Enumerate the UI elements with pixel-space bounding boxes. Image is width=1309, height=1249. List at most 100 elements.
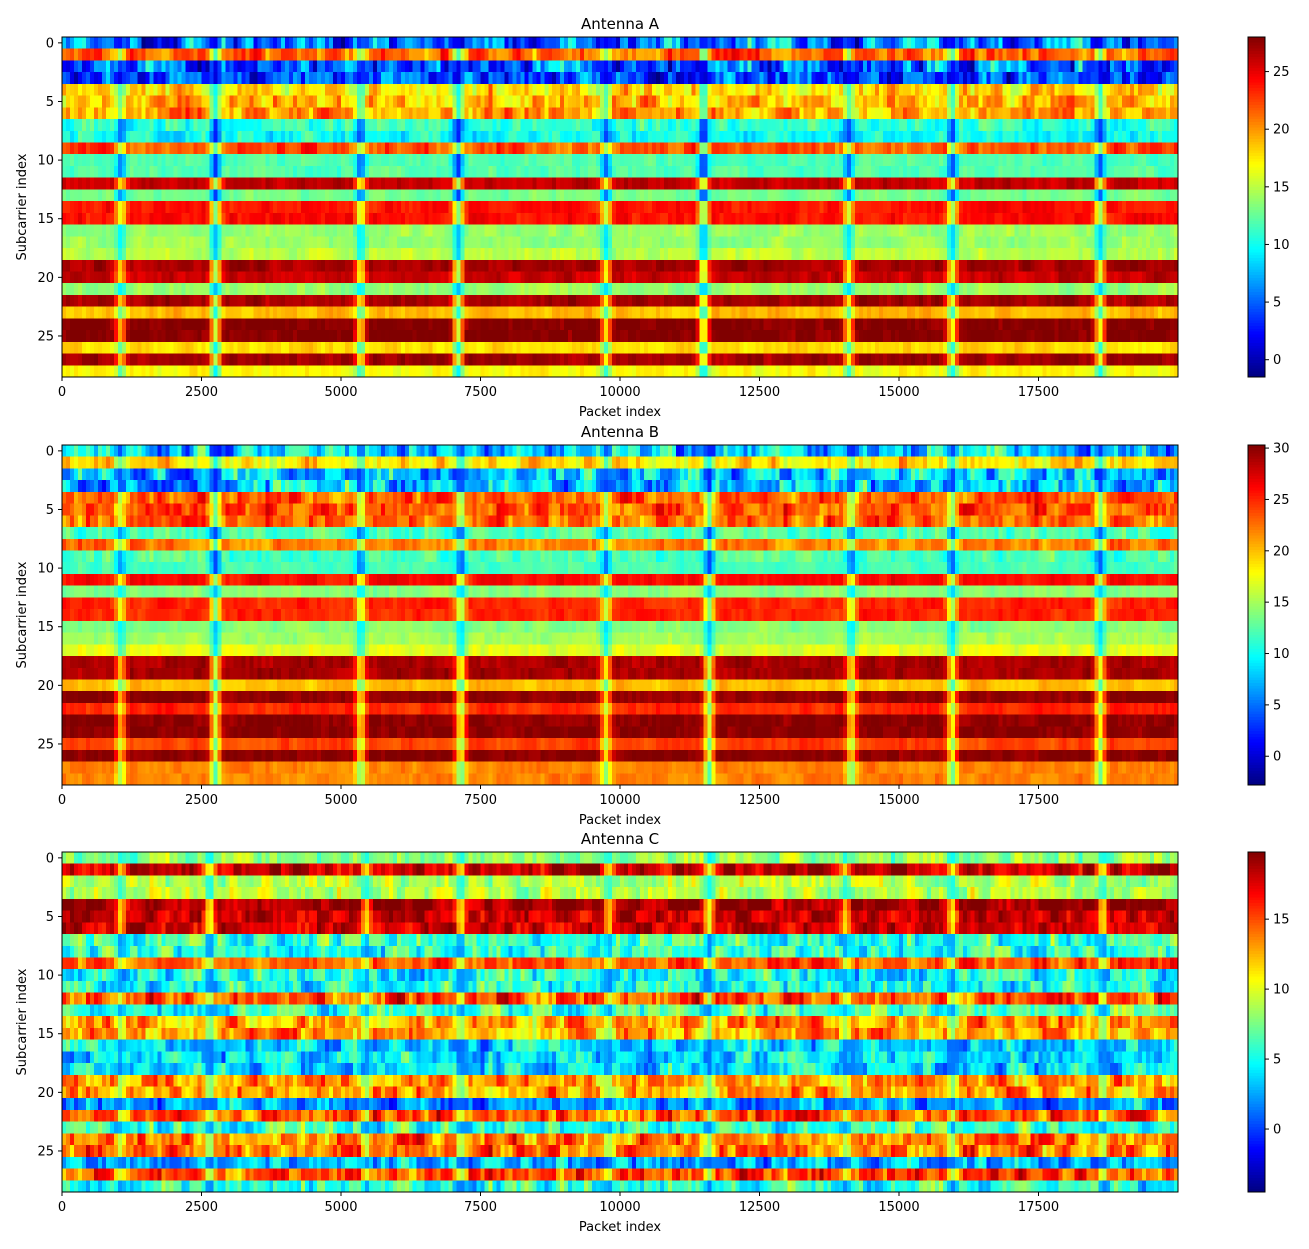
heatmap-cell [289, 60, 294, 73]
heatmap-cell [883, 60, 888, 73]
heatmap-cell [811, 189, 816, 202]
heatmap-cell [1070, 154, 1075, 167]
heatmap-cell [631, 119, 637, 132]
heatmap-cell [584, 60, 589, 73]
heatmap-cell [257, 83, 262, 97]
heatmap-cell [819, 48, 824, 62]
heatmap-cell [787, 130, 792, 144]
heatmap-cell [1158, 154, 1163, 167]
heatmap-cell [384, 201, 390, 214]
heatmap-cell [851, 72, 856, 85]
heatmap-cell [867, 130, 872, 144]
heatmap-cell [169, 177, 175, 191]
heatmap-cell [133, 60, 139, 73]
heatmap-cell [1062, 142, 1067, 155]
heatmap-cell [855, 48, 860, 62]
heatmap-cell [129, 201, 135, 214]
heatmap-cell [703, 72, 709, 85]
heatmap-cell [1146, 72, 1151, 85]
heatmap-cell [193, 177, 199, 191]
heatmap-cell [974, 201, 980, 214]
heatmap-cell [297, 72, 302, 85]
heatmap-cell [301, 165, 306, 179]
heatmap-cell [608, 224, 613, 237]
heatmap-cell [293, 37, 298, 50]
heatmap-cell [321, 119, 326, 132]
heatmap-cell [356, 201, 362, 214]
heatmap-cell [516, 48, 521, 62]
heatmap-cell [1110, 130, 1115, 144]
heatmap-cell [293, 236, 298, 249]
heatmap-cell [484, 224, 490, 237]
heatmap-cell [309, 212, 314, 226]
heatmap-cell [273, 177, 278, 191]
heatmap-cell [333, 189, 338, 202]
heatmap-cell [129, 177, 135, 191]
heatmap-cell [472, 37, 478, 50]
heatmap-cell [695, 177, 701, 191]
heatmap-cell [285, 201, 290, 214]
heatmap-cell [755, 165, 761, 179]
heatmap-cell [895, 177, 900, 191]
heatmap-cell [153, 119, 159, 132]
heatmap-cell [181, 224, 187, 237]
heatmap-cell [1066, 119, 1071, 132]
heatmap-cell [982, 165, 988, 179]
heatmap-cell [970, 130, 976, 144]
heatmap-cell [719, 154, 725, 167]
heatmap-cell [966, 60, 972, 73]
heatmap-cell [747, 177, 753, 191]
heatmap-cell [918, 142, 924, 155]
heatmap-cell [875, 165, 880, 179]
heatmap-cell [699, 95, 705, 108]
heatmap-cell [612, 37, 617, 50]
heatmap-cell [699, 130, 705, 144]
heatmap-cell [620, 212, 625, 226]
heatmap-cell [109, 119, 115, 132]
heatmap-cell [711, 236, 717, 249]
heatmap-cell [695, 60, 701, 73]
heatmap-cell [1066, 95, 1071, 108]
heatmap-cell [444, 154, 450, 167]
heatmap-cell [715, 154, 721, 167]
heatmap-cell [683, 72, 689, 85]
heatmap-cell [835, 212, 840, 226]
heatmap-cell [962, 72, 968, 85]
heatmap-cell [727, 48, 733, 62]
heatmap-cell [420, 236, 426, 249]
heatmap-cell [424, 142, 430, 155]
heatmap-cell [1014, 201, 1020, 214]
heatmap-cell [173, 107, 179, 120]
heatmap-cell [855, 212, 860, 226]
heatmap-cell [791, 142, 796, 155]
heatmap-cell [341, 212, 346, 226]
heatmap-cell [329, 107, 334, 120]
heatmap-cell [883, 236, 888, 249]
heatmap-cell [643, 37, 649, 50]
heatmap-cell [97, 107, 103, 120]
heatmap-cell [620, 130, 625, 144]
heatmap-cell [787, 37, 792, 50]
heatmap-cell [293, 130, 298, 144]
heatmap-cell [317, 177, 322, 191]
heatmap-cell [528, 119, 533, 132]
heatmap-cell [221, 189, 227, 202]
heatmap-cell [616, 37, 621, 50]
heatmap-cell [408, 130, 414, 144]
heatmap-cell [344, 224, 350, 237]
heatmap-cell [73, 130, 79, 144]
heatmap-cell [564, 154, 569, 167]
heatmap-cell [875, 107, 880, 120]
heatmap-cell [572, 236, 577, 249]
heatmap-cell [372, 189, 378, 202]
heatmap-cell [675, 48, 681, 62]
heatmap-cell [476, 165, 482, 179]
heatmap-cell [926, 154, 932, 167]
heatmap-cell [333, 60, 338, 73]
heatmap-cell [237, 189, 242, 202]
heatmap-cell [321, 224, 326, 237]
heatmap-cell [189, 119, 195, 132]
heatmap-cell [368, 201, 374, 214]
heatmap-cell [329, 95, 334, 108]
heatmap-cell [165, 165, 171, 179]
